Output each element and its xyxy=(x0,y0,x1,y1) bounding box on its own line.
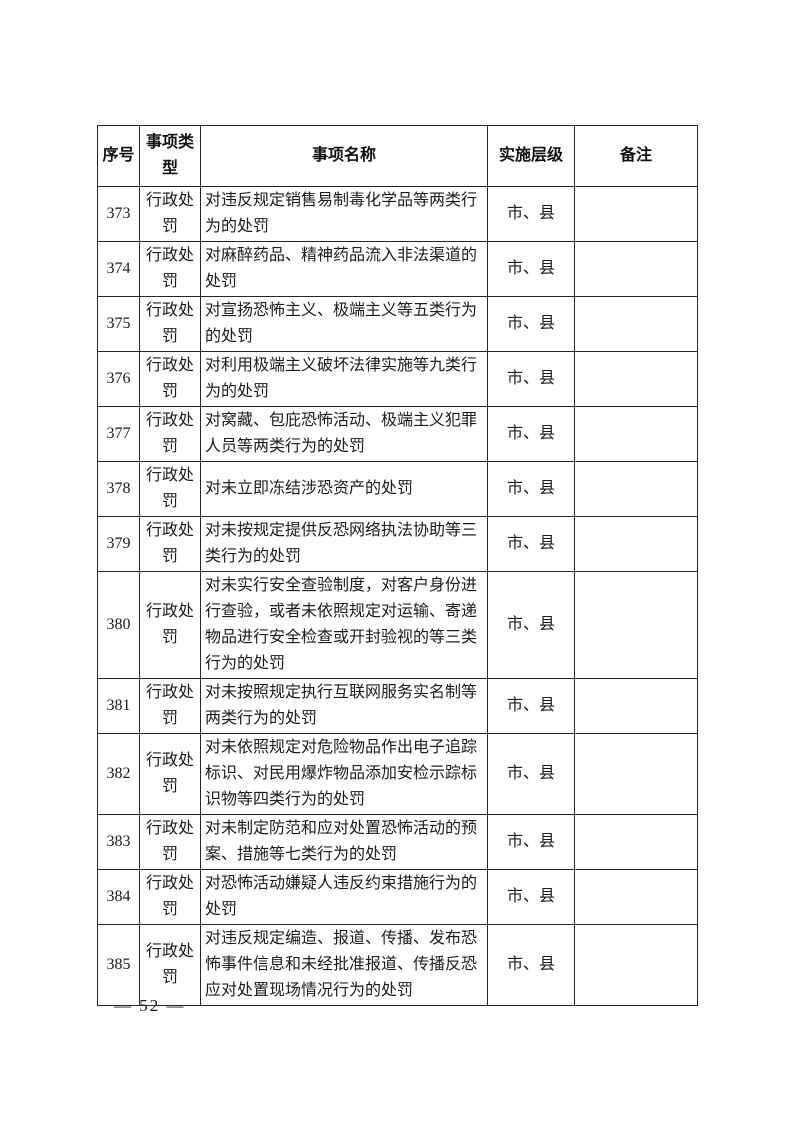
remarks-cell xyxy=(574,814,698,870)
implementation-level-cell: 市、县 xyxy=(487,814,575,870)
item-name-cell: 对麻醉药品、精神药品流入非法渠道的处罚 xyxy=(200,241,488,297)
remarks-cell xyxy=(574,516,698,572)
item-type-cell: 行政处罚 xyxy=(139,461,201,517)
serial-number-cell: 375 xyxy=(97,296,140,352)
serial-number-cell: 376 xyxy=(97,351,140,407)
item-type-cell: 行政处罚 xyxy=(139,924,201,1006)
implementation-level-cell: 市、县 xyxy=(487,406,575,462)
item-type-cell: 行政处罚 xyxy=(139,406,201,462)
implementation-level-cell: 市、县 xyxy=(487,924,575,1006)
serial-number-cell: 380 xyxy=(97,571,140,679)
item-name-cell: 对未依照规定对危险物品作出电子追踪标识、对民用爆炸物品添加安检示踪标识物等四类行… xyxy=(200,733,488,815)
item-type-cell: 行政处罚 xyxy=(139,296,201,352)
table-row: 374 行政处罚 对麻醉药品、精神药品流入非法渠道的处罚 市、县 xyxy=(97,241,698,297)
item-type-cell: 行政处罚 xyxy=(139,869,201,925)
item-name-cell: 对恐怖活动嫌疑人违反约束措施行为的处罚 xyxy=(200,869,488,925)
implementation-level-cell: 市、县 xyxy=(487,678,575,734)
item-type-cell: 行政处罚 xyxy=(139,571,201,679)
header-item-name: 事项名称 xyxy=(200,125,488,187)
serial-number-cell: 379 xyxy=(97,516,140,572)
item-name-cell: 对违反规定销售易制毒化学品等两类行为的处罚 xyxy=(200,186,488,242)
table-row: 377 行政处罚 对窝藏、包庇恐怖活动、极端主义犯罪人员等两类行为的处罚 市、县 xyxy=(97,406,698,462)
implementation-level-cell: 市、县 xyxy=(487,351,575,407)
remarks-cell xyxy=(574,924,698,1006)
serial-number-cell: 382 xyxy=(97,733,140,815)
remarks-cell xyxy=(574,406,698,462)
item-name-cell: 对未实行安全查验制度，对客户身份进行查验，或者未依照规定对运输、寄递物品进行安全… xyxy=(200,571,488,679)
item-name-cell: 对未制定防范和应对处置恐怖活动的预案、措施等七类行为的处罚 xyxy=(200,814,488,870)
implementation-level-cell: 市、县 xyxy=(487,733,575,815)
header-serial-number: 序号 xyxy=(97,125,140,187)
header-item-type: 事项类型 xyxy=(139,125,201,187)
table-row: 385 行政处罚 对违反规定编造、报道、传播、发布恐怖事件信息和未经批准报道、传播反… xyxy=(97,924,698,1006)
table-row: 384 行政处罚 对恐怖活动嫌疑人违反约束措施行为的处罚 市、县 xyxy=(97,869,698,925)
serial-number-cell: 383 xyxy=(97,814,140,870)
implementation-level-cell: 市、县 xyxy=(487,296,575,352)
remarks-cell xyxy=(574,351,698,407)
remarks-cell xyxy=(574,678,698,734)
remarks-cell xyxy=(574,186,698,242)
implementation-level-cell: 市、县 xyxy=(487,571,575,679)
serial-number-cell: 373 xyxy=(97,186,140,242)
remarks-cell xyxy=(574,869,698,925)
page-number: — 52 — xyxy=(114,996,186,1015)
serial-number-cell: 381 xyxy=(97,678,140,734)
item-name-cell: 对利用极端主义破坏法律实施等九类行为的处罚 xyxy=(200,351,488,407)
table-row: 376 行政处罚 对利用极端主义破坏法律实施等九类行为的处罚 市、县 xyxy=(97,351,698,407)
item-name-cell: 对违反规定编造、报道、传播、发布恐怖事件信息和未经批准报道、传播反恐应对处置现场… xyxy=(200,924,488,1006)
remarks-cell xyxy=(574,241,698,297)
item-name-cell: 对窝藏、包庇恐怖活动、极端主义犯罪人员等两类行为的处罚 xyxy=(200,406,488,462)
implementation-level-cell: 市、县 xyxy=(487,241,575,297)
item-type-cell: 行政处罚 xyxy=(139,186,201,242)
serial-number-cell: 378 xyxy=(97,461,140,517)
item-type-cell: 行政处罚 xyxy=(139,733,201,815)
header-implementation-level: 实施层级 xyxy=(487,125,575,187)
implementation-level-cell: 市、县 xyxy=(487,869,575,925)
item-name-cell: 对未按规定提供反恐网络执法协助等三类行为的处罚 xyxy=(200,516,488,572)
item-type-cell: 行政处罚 xyxy=(139,814,201,870)
table-row: 383 行政处罚 对未制定防范和应对处置恐怖活动的预案、措施等七类行为的处罚 市、县 xyxy=(97,814,698,870)
implementation-level-cell: 市、县 xyxy=(487,461,575,517)
penalty-items-table: 序号 事项类型 事项名称 实施层级 备注 373 行政处罚 对违反规定销售易制毒化学… xyxy=(97,125,698,1006)
item-name-cell: 对未按照规定执行互联网服务实名制等两类行为的处罚 xyxy=(200,678,488,734)
table-row: 379 行政处罚 对未按规定提供反恐网络执法协助等三类行为的处罚 市、县 xyxy=(97,516,698,572)
table-row: 378 行政处罚 对未立即冻结涉恐资产的处罚 市、县 xyxy=(97,461,698,517)
serial-number-cell: 385 xyxy=(97,924,140,1006)
item-name-cell: 对宣扬恐怖主义、极端主义等五类行为的处罚 xyxy=(200,296,488,352)
serial-number-cell: 384 xyxy=(97,869,140,925)
item-type-cell: 行政处罚 xyxy=(139,241,201,297)
serial-number-cell: 377 xyxy=(97,406,140,462)
item-type-cell: 行政处罚 xyxy=(139,678,201,734)
item-type-cell: 行政处罚 xyxy=(139,351,201,407)
remarks-cell xyxy=(574,571,698,679)
table-body: 373 行政处罚 对违反规定销售易制毒化学品等两类行为的处罚 市、县 374 行政处罚 对麻… xyxy=(97,186,698,1006)
serial-number-cell: 374 xyxy=(97,241,140,297)
table-row: 380 行政处罚 对未实行安全查验制度，对客户身份进行查验，或者未依照规定对运输、寄… xyxy=(97,571,698,679)
implementation-level-cell: 市、县 xyxy=(487,516,575,572)
remarks-cell xyxy=(574,733,698,815)
header-remarks: 备注 xyxy=(574,125,698,187)
table-row: 375 行政处罚 对宣扬恐怖主义、极端主义等五类行为的处罚 市、县 xyxy=(97,296,698,352)
item-type-cell: 行政处罚 xyxy=(139,516,201,572)
table-row: 381 行政处罚 对未按照规定执行互联网服务实名制等两类行为的处罚 市、县 xyxy=(97,678,698,734)
table-row: 373 行政处罚 对违反规定销售易制毒化学品等两类行为的处罚 市、县 xyxy=(97,186,698,242)
item-name-cell: 对未立即冻结涉恐资产的处罚 xyxy=(200,461,488,517)
table-row: 382 行政处罚 对未依照规定对危险物品作出电子追踪标识、对民用爆炸物品添加安检示踪… xyxy=(97,733,698,815)
remarks-cell xyxy=(574,296,698,352)
table-header-row: 序号 事项类型 事项名称 实施层级 备注 xyxy=(97,125,698,187)
implementation-level-cell: 市、县 xyxy=(487,186,575,242)
remarks-cell xyxy=(574,461,698,517)
